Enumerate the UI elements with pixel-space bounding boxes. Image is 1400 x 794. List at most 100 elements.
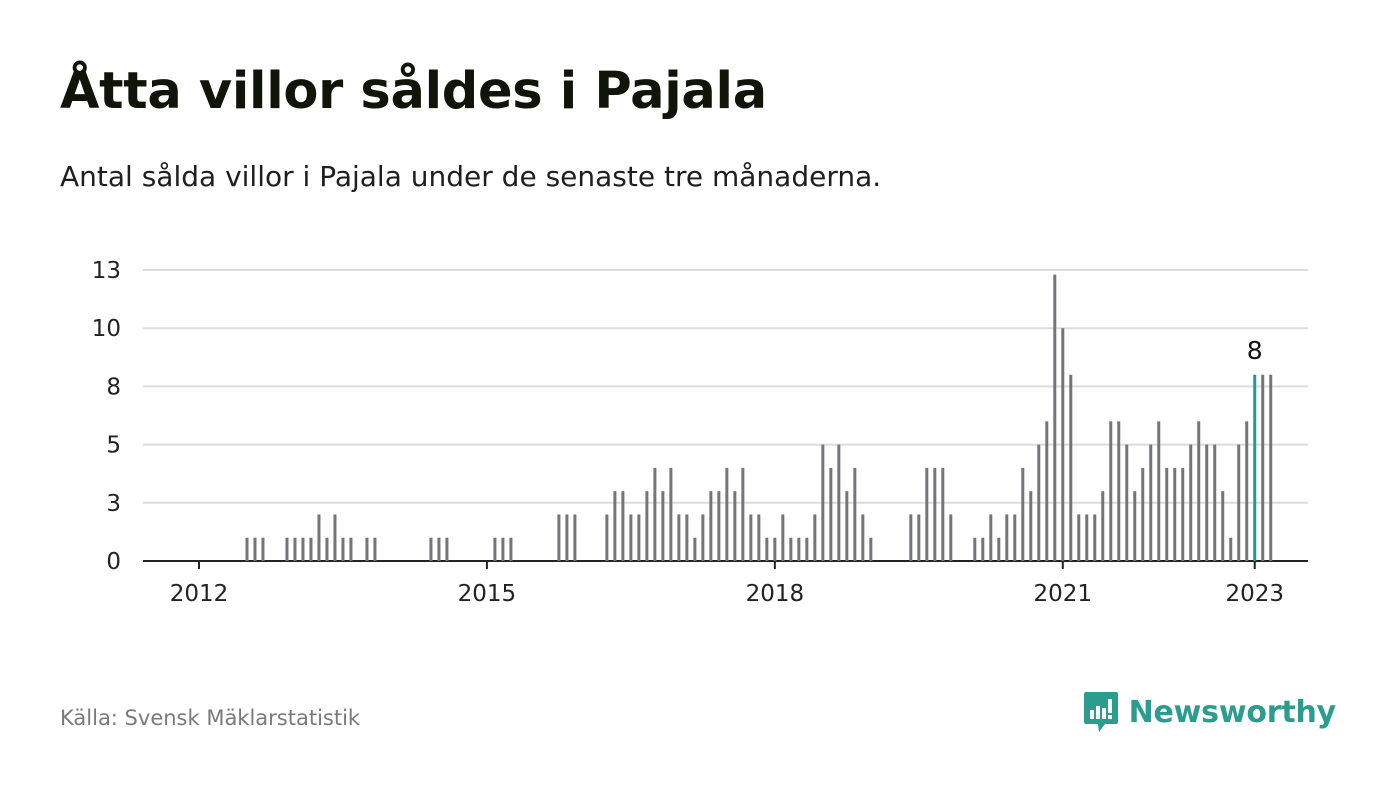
bar [989, 514, 993, 561]
bar [1245, 421, 1249, 561]
bar [1045, 421, 1049, 561]
bar [813, 514, 817, 561]
bar [829, 467, 833, 561]
source-note: Källa: Svensk Mäklarstatistik [60, 706, 361, 730]
bar [861, 514, 865, 561]
bar [445, 537, 449, 561]
bar [741, 467, 745, 561]
bar [917, 514, 921, 561]
bar [301, 537, 305, 561]
bar [1221, 491, 1225, 561]
bar [997, 537, 1001, 561]
bar [309, 537, 313, 561]
bar [565, 514, 569, 561]
bar [1261, 374, 1265, 561]
bar [821, 444, 825, 561]
newsworthy-logo-icon [1083, 692, 1118, 732]
bar [1157, 421, 1161, 561]
bar [701, 514, 705, 561]
y-tick-label: 5 [106, 433, 121, 459]
bar [1101, 491, 1105, 561]
bar [685, 514, 689, 561]
bar [261, 537, 265, 561]
bar [869, 537, 873, 561]
bar [645, 491, 649, 561]
bar [293, 537, 297, 561]
bar [1077, 514, 1081, 561]
bar [1021, 467, 1025, 561]
bar [1181, 467, 1185, 561]
bar [1093, 514, 1097, 561]
brand-name: Newsworthy [1128, 694, 1337, 730]
bar [709, 491, 713, 561]
bar [1013, 514, 1017, 561]
x-tick-label: 2023 [1225, 581, 1284, 607]
bar [1117, 421, 1121, 561]
bar [653, 467, 657, 561]
bar-highlight [1253, 374, 1257, 561]
bar [909, 514, 913, 561]
bar [973, 537, 977, 561]
bar [613, 491, 617, 561]
bar [669, 467, 673, 561]
bar [789, 537, 793, 561]
y-tick-label: 3 [106, 491, 121, 517]
bar [797, 537, 801, 561]
x-tick-label: 2012 [170, 581, 229, 607]
bar [757, 514, 761, 561]
bar [693, 537, 697, 561]
bar [1269, 374, 1273, 561]
bar [781, 514, 785, 561]
bar [429, 537, 433, 561]
x-tick-label: 2015 [458, 581, 517, 607]
bar [677, 514, 681, 561]
y-tick-label: 13 [92, 258, 121, 284]
bar [1165, 467, 1169, 561]
bar [637, 514, 641, 561]
bar [1085, 514, 1089, 561]
bar [1133, 491, 1137, 561]
bar [949, 514, 953, 561]
y-tick-label: 0 [106, 549, 121, 575]
y-tick-label: 10 [92, 316, 121, 342]
bar [341, 537, 345, 561]
bar [1229, 537, 1233, 561]
bar [333, 514, 337, 561]
bar [853, 467, 857, 561]
bar [1037, 444, 1041, 561]
bar-chart: 0 3 5 8 10 13 2012 2015 2018 2021 2023 8 [92, 258, 1308, 607]
x-tick-label: 2021 [1034, 581, 1093, 607]
bar [1189, 444, 1193, 561]
bar [605, 514, 609, 561]
bar [941, 467, 945, 561]
bar [845, 491, 849, 561]
bar [1029, 491, 1033, 561]
bar [1237, 444, 1241, 561]
bar [733, 491, 737, 561]
bar [749, 514, 753, 561]
bar [1125, 444, 1129, 561]
bar [621, 491, 625, 561]
bar [933, 467, 937, 561]
y-tick-label: 8 [106, 374, 121, 400]
bar [325, 537, 329, 561]
bar [837, 444, 841, 561]
bar [765, 537, 769, 561]
bar [285, 537, 289, 561]
bar [349, 537, 353, 561]
bar [925, 467, 929, 561]
bar [373, 537, 377, 561]
bar [365, 537, 369, 561]
bar [981, 537, 985, 561]
bar [629, 514, 633, 561]
bar [557, 514, 561, 561]
x-tick-label: 2018 [746, 581, 805, 607]
bar [437, 537, 441, 561]
bar [1149, 444, 1153, 561]
bar [1213, 444, 1217, 561]
bar [661, 491, 665, 561]
bar [1141, 467, 1145, 561]
bar [317, 514, 321, 561]
newsworthy-logo[interactable]: Newsworthy [1083, 690, 1336, 734]
bar [1053, 274, 1057, 561]
